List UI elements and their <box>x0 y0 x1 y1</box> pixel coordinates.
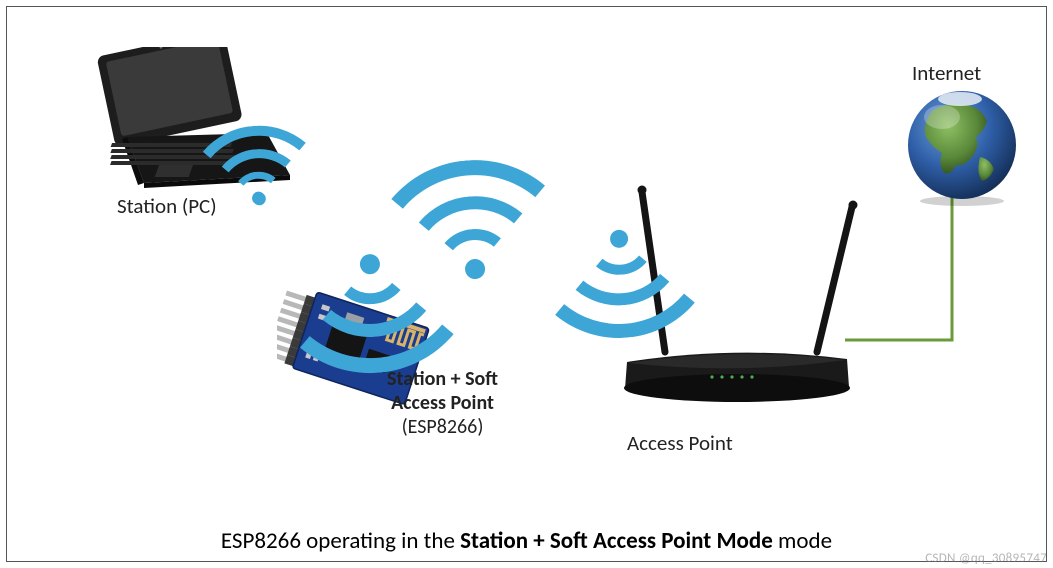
diagram-frame: Internet Station (PC) Access Point Stati… <box>6 6 1047 562</box>
internet-label: Internet <box>912 60 981 86</box>
station-pc-label: Station (PC) <box>117 193 217 219</box>
diagram-caption: ESP8266 operating in the Station + Soft … <box>7 527 1046 555</box>
caption-suffix: mode <box>773 527 832 555</box>
esp-label-line3: (ESP8266) <box>402 415 484 439</box>
caption-prefix: ESP8266 operating in the <box>221 527 460 555</box>
globe-icon <box>902 87 1022 207</box>
esp-label: Station + Soft Access Point (ESP8266) <box>387 367 498 439</box>
access-point-label: Access Point <box>627 430 733 456</box>
watermark-text: CSDN @qq_30895747 <box>925 551 1047 566</box>
esp-label-line1: Station + Soft <box>387 367 498 391</box>
esp-label-line2: Access Point <box>391 391 494 415</box>
caption-bold: Station + Soft Access Point Mode <box>460 527 773 555</box>
globe-node <box>902 87 1022 212</box>
